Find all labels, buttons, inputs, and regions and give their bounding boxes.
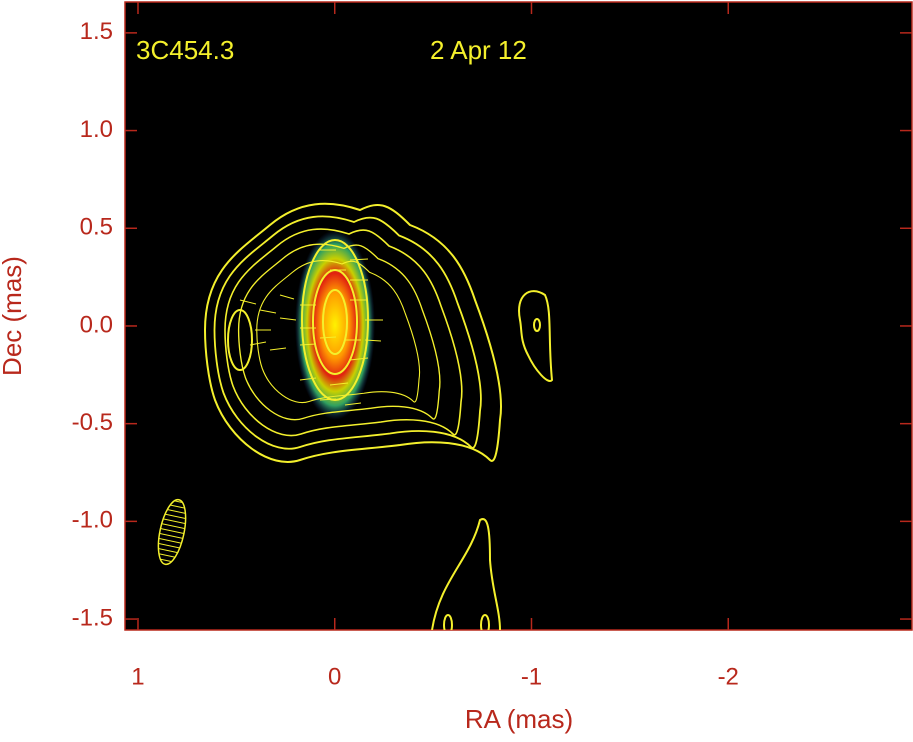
map — [157, 202, 554, 630]
epoch: 2 Apr 12 — [430, 35, 527, 65]
y-tick-label: -1.0 — [72, 507, 113, 534]
beam — [157, 498, 187, 566]
x-tick-label: 1 — [131, 663, 144, 690]
y-tick-label: 1.5 — [80, 18, 113, 45]
x-tick-label: -2 — [718, 663, 739, 690]
y-tick-label: -0.5 — [72, 409, 113, 436]
x-tick-label: 0 — [328, 663, 341, 690]
y-axis-label: Dec (mas) — [0, 256, 27, 376]
x-axis-label: RA (mas) — [465, 704, 573, 734]
source-name: 3C454.3 — [136, 35, 234, 65]
x-tick-label: -1 — [521, 663, 542, 690]
y-tick-label: -1.5 — [72, 604, 113, 631]
core-intensity — [295, 230, 375, 420]
y-tick-label: 0.0 — [80, 311, 113, 338]
polarization-vectors — [239, 249, 383, 406]
y-tick-label: 0.5 — [80, 214, 113, 241]
y-tick-label: 1.0 — [80, 116, 113, 143]
